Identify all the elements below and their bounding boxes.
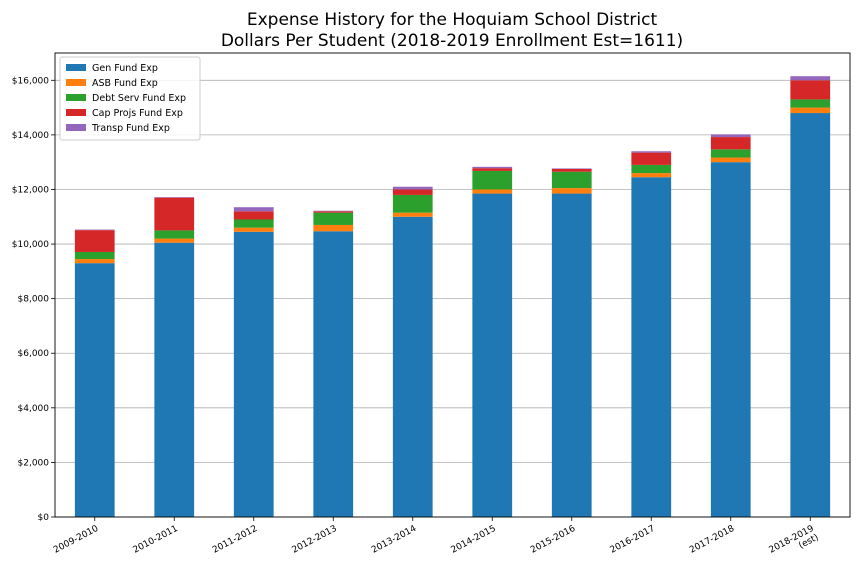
bar-asb-fund-exp-8	[710, 157, 751, 163]
y-tick-label: $10,000	[12, 240, 49, 250]
chart-title: Expense History for the Hoquiam School D…	[247, 10, 658, 30]
bar-transp-fund-exp-4	[392, 186, 433, 190]
y-tick-label: $14,000	[12, 131, 49, 141]
legend-swatch	[66, 64, 86, 71]
x-tick-label-line: 2016-2017	[609, 524, 657, 556]
bar-debt-serv-fund-exp-2	[233, 219, 274, 228]
x-tick-label: 2017-2018	[688, 524, 736, 556]
bar-gen-fund-exp-6	[551, 193, 592, 518]
bar-gen-fund-exp-1	[154, 242, 195, 517]
bar-asb-fund-exp-7	[631, 173, 672, 178]
legend-swatch	[66, 124, 86, 131]
x-tick-label-line: 2015-2016	[529, 524, 577, 556]
x-tick-label: 2016-2017	[609, 524, 657, 556]
legend-label: Cap Projs Fund Exp	[92, 108, 183, 119]
bar-cap-projs-fund-exp-4	[392, 189, 433, 195]
bar-cap-projs-fund-exp-7	[631, 152, 672, 165]
bar-debt-serv-fund-exp-8	[710, 149, 751, 158]
bar-transp-fund-exp-9	[790, 76, 831, 81]
legend-label: Transp Fund Exp	[91, 123, 170, 134]
bar-cap-projs-fund-exp-9	[790, 80, 831, 100]
bar-gen-fund-exp-7	[631, 177, 672, 517]
x-tick-label: 2018-2019(est)	[768, 524, 821, 556]
legend-swatch	[66, 94, 86, 101]
bar-cap-projs-fund-exp-5	[472, 168, 513, 171]
bar-debt-serv-fund-exp-4	[392, 194, 433, 213]
bar-transp-fund-exp-2	[233, 207, 274, 212]
legend: Gen Fund Exp ASB Fund Exp Debt Serv Fund E…	[59, 56, 201, 141]
x-tick-label-line: 2011-2012	[211, 524, 259, 556]
legend-swatch	[66, 109, 86, 116]
x-tick-label: 2010-2011	[132, 524, 180, 556]
x-tick-label-line: 2012-2013	[291, 524, 339, 556]
legend-label: Gen Fund Exp	[92, 63, 158, 74]
bar-transp-fund-exp-3	[313, 210, 354, 212]
y-tick-label: $12,000	[12, 185, 49, 195]
y-tick-label: $4,000	[18, 404, 50, 414]
legend-label: Debt Serv Fund Exp	[92, 93, 186, 104]
bar-debt-serv-fund-exp-5	[472, 170, 513, 190]
bar-transp-fund-exp-1	[154, 197, 195, 198]
bar-gen-fund-exp-0	[74, 263, 115, 517]
bar-asb-fund-exp-4	[392, 212, 433, 217]
bar-asb-fund-exp-2	[233, 227, 274, 232]
bar-gen-fund-exp-8	[710, 162, 751, 518]
bar-asb-fund-exp-6	[551, 188, 592, 194]
bar-cap-projs-fund-exp-2	[233, 211, 274, 220]
bar-transp-fund-exp-8	[710, 134, 751, 138]
x-tick-label: 2009-2010	[52, 524, 100, 556]
y-tick-label: $8,000	[18, 295, 50, 305]
bar-cap-projs-fund-exp-8	[710, 137, 751, 150]
x-tick-label: 2014-2015	[450, 524, 498, 556]
bar-asb-fund-exp-0	[74, 259, 115, 264]
bar-gen-fund-exp-3	[313, 231, 354, 517]
bar-debt-serv-fund-exp-0	[74, 251, 115, 260]
x-tick-label: 2015-2016	[529, 524, 577, 556]
bar-asb-fund-exp-3	[313, 224, 354, 232]
bar-gen-fund-exp-9	[790, 113, 831, 517]
bar-transp-fund-exp-6	[551, 168, 592, 169]
bar-transp-fund-exp-7	[631, 151, 672, 153]
y-tick-label: $6,000	[18, 349, 50, 359]
legend-box	[59, 56, 201, 141]
y-tick-label: $0	[38, 513, 50, 523]
bar-gen-fund-exp-2	[233, 231, 274, 517]
bar-debt-serv-fund-exp-1	[154, 230, 195, 239]
bar-cap-projs-fund-exp-3	[313, 211, 354, 213]
x-tick-label-line: 2009-2010	[52, 524, 100, 556]
x-tick-label: 2012-2013	[291, 524, 339, 556]
bar-cap-projs-fund-exp-1	[154, 197, 195, 231]
bar-transp-fund-exp-0	[74, 229, 115, 231]
y-tick-label: $2,000	[18, 458, 50, 468]
bar-debt-serv-fund-exp-3	[313, 212, 354, 225]
y-tick-label: $16,000	[12, 76, 49, 86]
bar-asb-fund-exp-5	[472, 189, 513, 194]
x-tick-label-line: 2017-2018	[688, 524, 736, 556]
bars	[74, 76, 831, 518]
bar-asb-fund-exp-9	[790, 107, 831, 114]
bar-debt-serv-fund-exp-9	[790, 99, 831, 108]
bar-asb-fund-exp-1	[154, 238, 195, 243]
legend-label: ASB Fund Exp	[92, 78, 158, 89]
chart-subtitle: Dollars Per Student (2018-2019 Enrollmen…	[221, 31, 683, 51]
plot-frame	[54, 52, 851, 518]
x-tick-label-line: 2010-2011	[132, 524, 180, 556]
bar-cap-projs-fund-exp-6	[551, 169, 592, 172]
bar-debt-serv-fund-exp-7	[631, 164, 672, 174]
x-tick-label-line: 2013-2014	[370, 524, 418, 556]
legend-swatch	[66, 79, 86, 86]
bar-gen-fund-exp-5	[472, 193, 513, 518]
x-tick-label-line: 2014-2015	[450, 524, 498, 556]
x-tick-label: 2011-2012	[211, 524, 259, 556]
bar-cap-projs-fund-exp-0	[74, 230, 115, 252]
x-tick-label: 2013-2014	[370, 524, 418, 556]
bar-debt-serv-fund-exp-6	[551, 171, 592, 189]
bar-transp-fund-exp-5	[472, 166, 513, 169]
bar-gen-fund-exp-4	[392, 216, 433, 517]
